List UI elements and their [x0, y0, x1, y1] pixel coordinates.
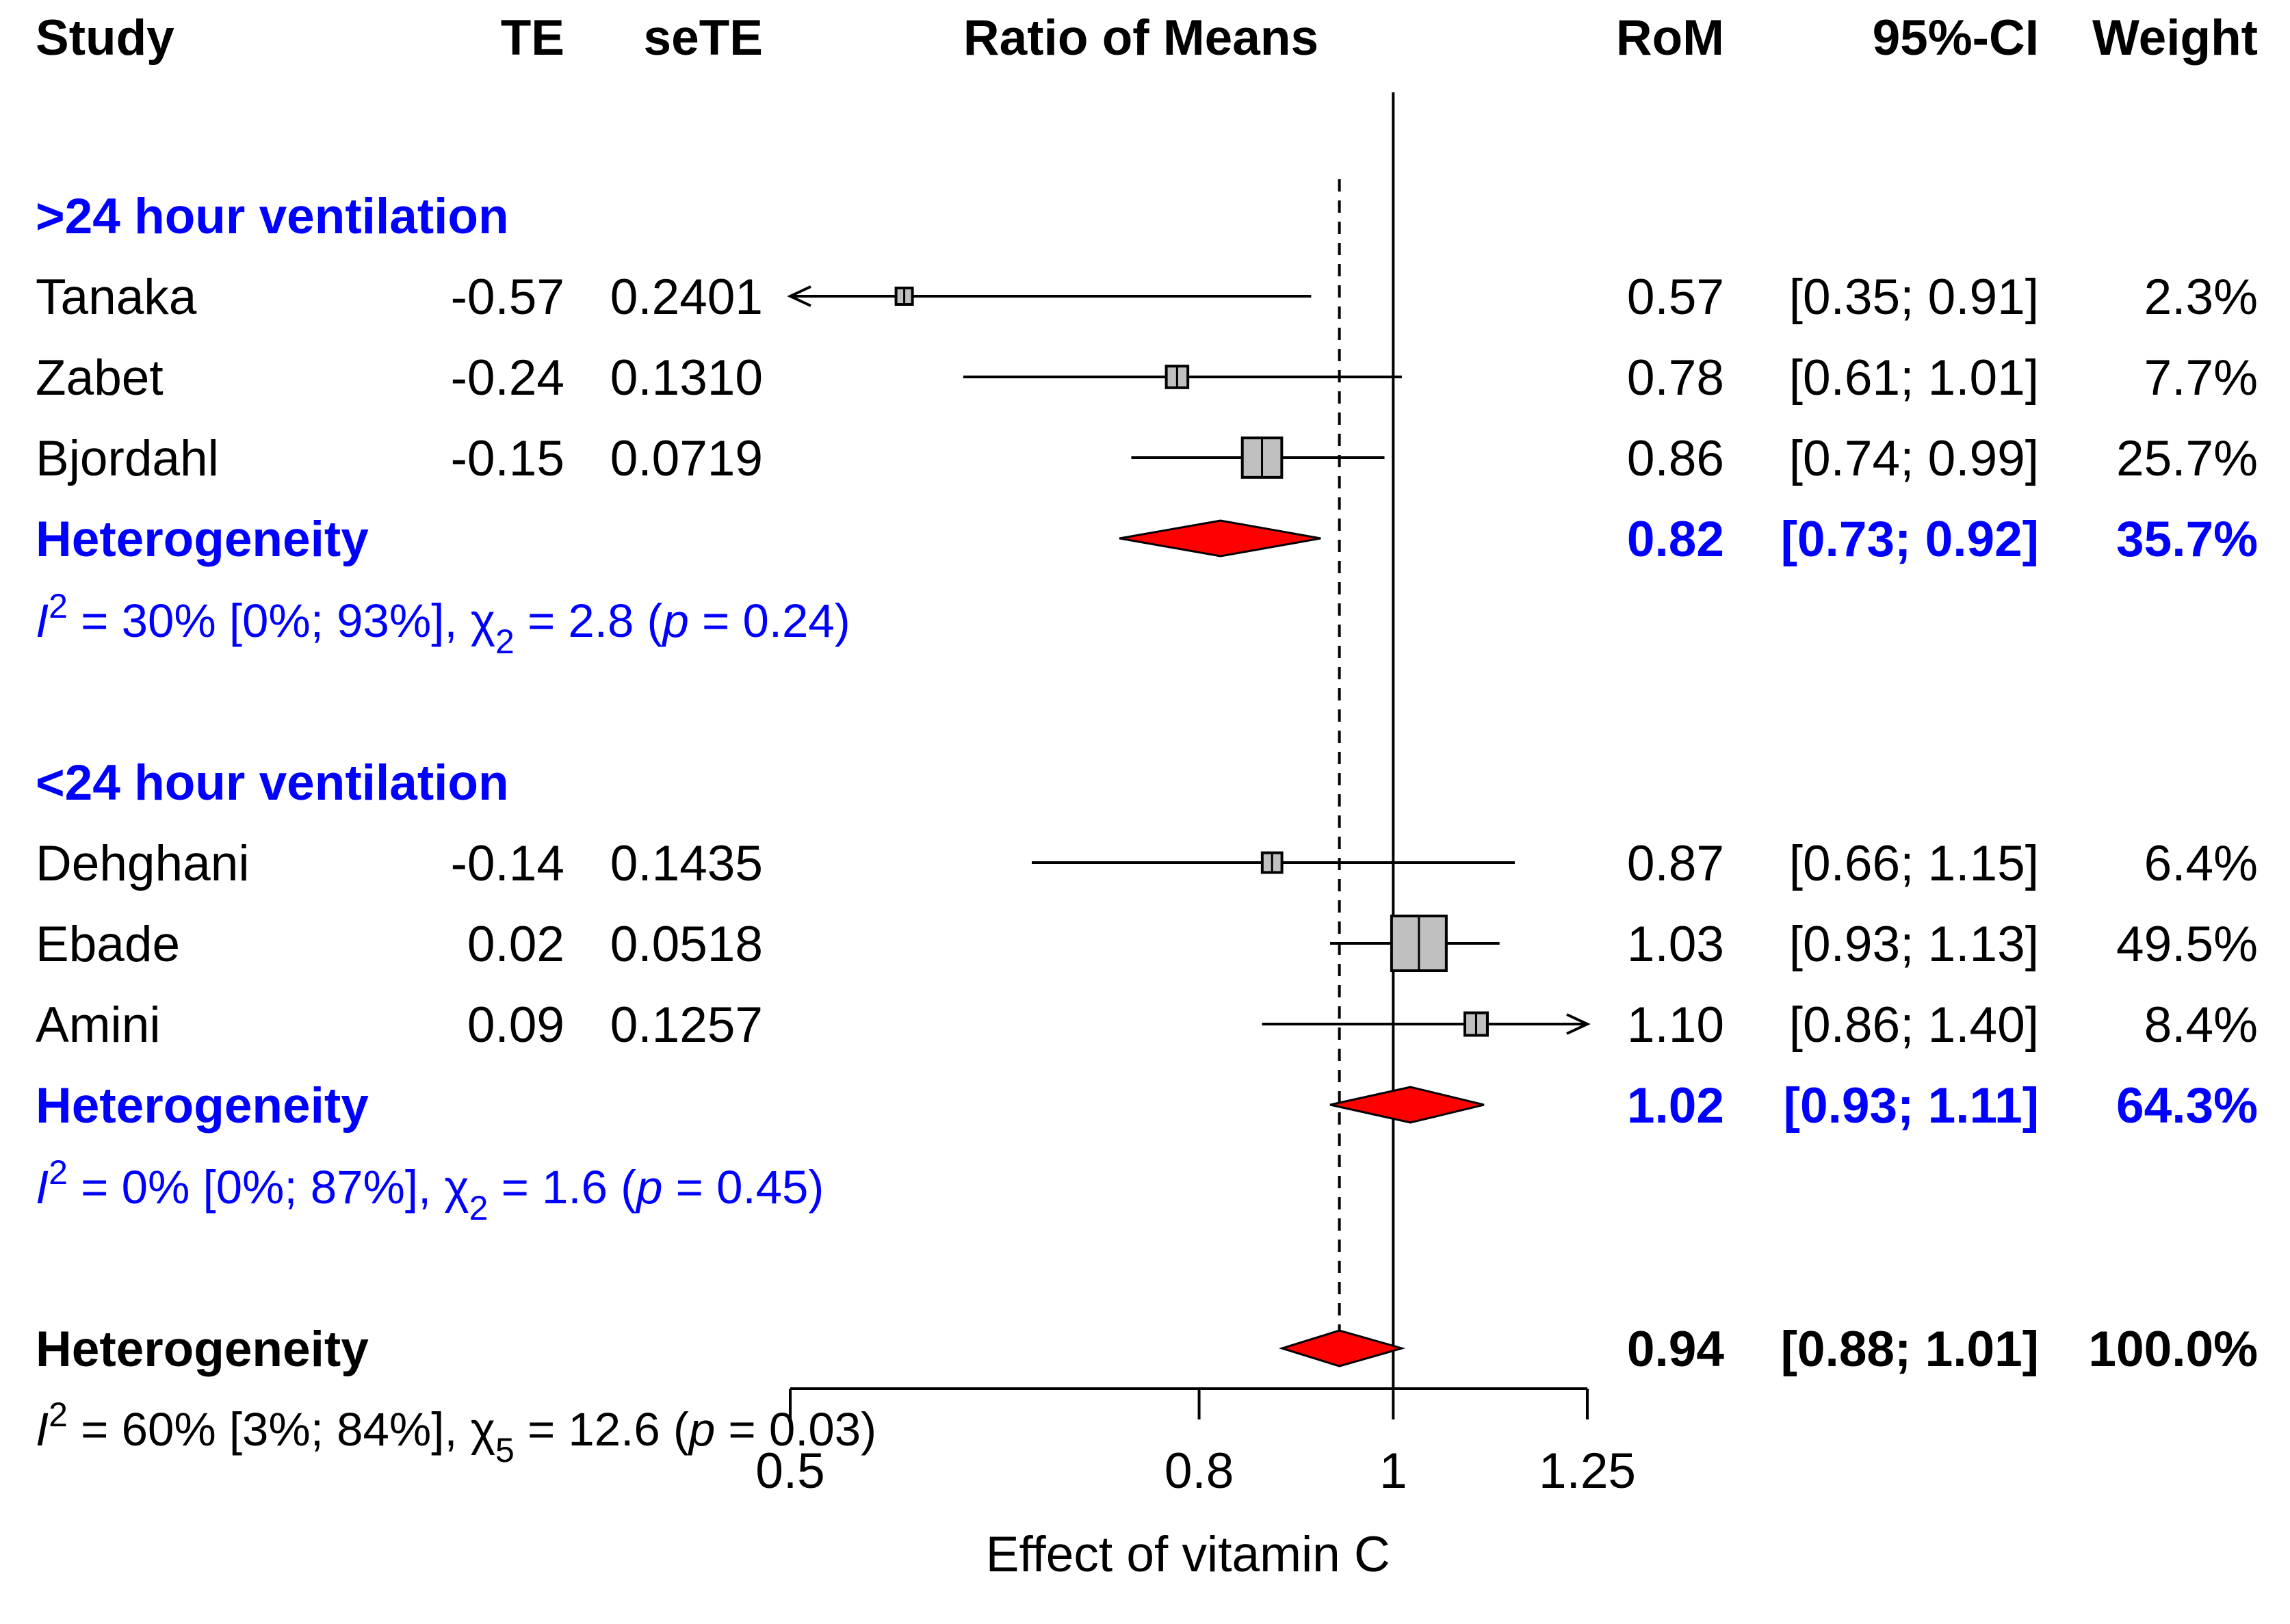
header-weight: Weight: [2092, 10, 2258, 66]
header-rom: RoM: [1616, 10, 1724, 66]
study-rom: 0.78: [1627, 350, 1724, 406]
subgroup-diamond: [1119, 519, 1321, 558]
study-sete: 0.2401: [610, 270, 763, 325]
header-te: TE: [501, 10, 564, 66]
study-ci: [0.61; 1.01]: [1789, 350, 2039, 406]
study-weight: 2.3%: [2144, 270, 2258, 325]
ci-arrow-left: [787, 285, 811, 307]
study-weight: 6.4%: [2144, 836, 2258, 891]
study-name: Dehghani: [36, 836, 250, 891]
study-rom: 1.03: [1627, 917, 1724, 972]
study-ci: [0.35; 0.91]: [1789, 270, 2039, 325]
x-tick-label: 0.8: [1164, 1443, 1234, 1499]
subgroup-summary-ci: [0.73; 0.92]: [1781, 512, 2039, 567]
study-te: 0.02: [467, 917, 564, 972]
overall-weight: 100.0%: [2088, 1322, 2258, 1377]
subgroup-summary-label: Heterogeneity: [36, 512, 369, 567]
study-ci: [0.93; 1.13]: [1789, 917, 2039, 972]
study-ci: [0.74; 0.99]: [1789, 431, 2039, 486]
study-name: Bjordahl: [36, 431, 219, 486]
overall-diamond: [1278, 1329, 1406, 1367]
study-rom: 0.87: [1627, 836, 1724, 891]
x-tick-label: 1: [1379, 1443, 1407, 1499]
study-sete: 0.1257: [610, 997, 763, 1053]
subgroup-summary-rom: 0.82: [1627, 512, 1724, 567]
subgroup-title-2: <24 hour ventilation: [36, 755, 509, 811]
study-name: Ebade: [36, 917, 180, 972]
study-sete: 0.0518: [610, 917, 763, 972]
study-te: 0.09: [467, 997, 564, 1053]
header-sete: seTE: [644, 10, 763, 66]
study-rom: 0.57: [1627, 270, 1724, 325]
x-tick-label: 0.5: [755, 1443, 824, 1499]
ci-arrow-right: [1566, 1013, 1591, 1035]
study-te: -0.57: [451, 270, 564, 325]
subgroup-title-1: >24 hour ventilation: [36, 189, 509, 244]
study-sete: 0.0719: [610, 431, 763, 486]
study-te: -0.14: [451, 836, 564, 891]
overall-heterogeneity-stat: I2 = 60% [3%; 84%], χ5 = 12.6 (p = 0.03): [36, 1396, 876, 1469]
plot-title: Ratio of Means: [963, 10, 1318, 66]
study-rom: 0.86: [1627, 431, 1724, 486]
subgroup-summary-ci: [0.93; 1.11]: [1784, 1078, 2039, 1134]
study-weight: 8.4%: [2144, 997, 2258, 1053]
overall-rom: 0.94: [1627, 1322, 1724, 1377]
study-weight: 7.7%: [2144, 350, 2258, 406]
study-weight: 25.7%: [2116, 431, 2258, 486]
study-te: -0.15: [451, 431, 564, 486]
study-sete: 0.1310: [610, 350, 763, 406]
x-axis-label: Effect of vitamin C: [986, 1527, 1390, 1582]
study-name: Zabet: [36, 350, 164, 406]
study-weight: 49.5%: [2116, 917, 2258, 972]
overall-ci: [0.88; 1.01]: [1781, 1322, 2039, 1377]
subgroup-heterogeneity-stat: I2 = 0% [0%; 87%], χ2 = 1.6 (p = 0.45): [36, 1153, 824, 1227]
study-rom: 1.10: [1627, 997, 1724, 1053]
subgroup-diamond: [1329, 1086, 1485, 1124]
header-study: Study: [36, 10, 174, 66]
subgroup-summary-label: Heterogeneity: [36, 1078, 369, 1134]
study-ci: [0.66; 1.15]: [1789, 836, 2039, 891]
overall-label: Heterogeneity: [36, 1322, 369, 1377]
study-sete: 0.1435: [610, 836, 763, 891]
subgroup-summary-weight: 35.7%: [2116, 512, 2258, 567]
study-ci: [0.86; 1.40]: [1789, 997, 2039, 1053]
study-name: Tanaka: [36, 270, 197, 325]
subgroup-summary-weight: 64.3%: [2116, 1078, 2258, 1134]
study-name: Amini: [36, 997, 161, 1053]
x-tick-label: 1.25: [1539, 1443, 1636, 1499]
header-ci: 95%-CI: [1873, 10, 2039, 66]
subgroup-heterogeneity-stat: I2 = 30% [0%; 93%], χ2 = 2.8 (p = 0.24): [36, 587, 850, 661]
study-te: -0.24: [451, 350, 564, 406]
subgroup-summary-rom: 1.02: [1627, 1078, 1724, 1134]
